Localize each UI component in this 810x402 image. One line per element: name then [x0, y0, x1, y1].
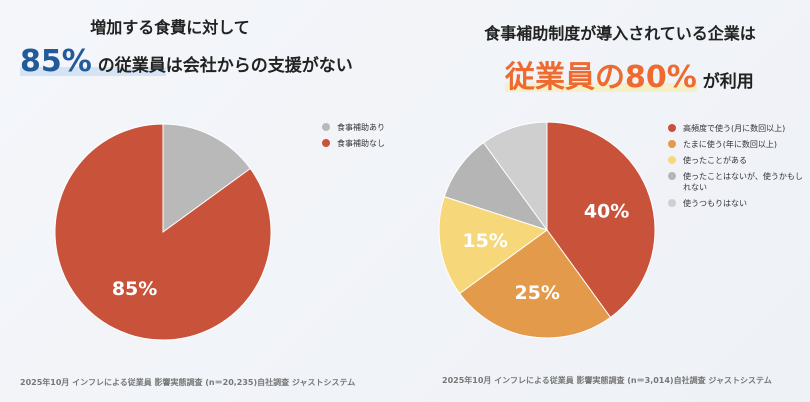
- pie-slice: [458, 229, 612, 339]
- legend-label: 食事補助あり: [337, 123, 385, 132]
- legend-swatch: [668, 172, 676, 180]
- legend-item: 使うつもりはない: [668, 198, 808, 209]
- legend-swatch: [668, 199, 676, 207]
- left-title: 増加する食費に対して: [90, 18, 250, 37]
- legend-item: たまに使う(年に数回以上): [668, 139, 808, 150]
- legend-swatch: [668, 156, 676, 164]
- legend-label: 高頻度で使う(月に数回以上): [683, 124, 786, 133]
- legend-label: 使うつもりはない: [683, 199, 747, 208]
- right-headline: 従業員の80% が利用: [505, 60, 754, 95]
- pie-slice: [482, 121, 548, 232]
- legend-item: 使ったことはないが、使うかもしれない: [668, 171, 808, 193]
- data-label: 15%: [462, 230, 507, 252]
- legend-label: 使ったことがある: [683, 156, 747, 165]
- pie-slice: [162, 123, 252, 233]
- legend-swatch: [322, 139, 330, 147]
- legend-swatch: [668, 140, 676, 148]
- left-source: 2025年10月 インフレによる従業員 影響実態調査 (n＝20,235)自社調…: [20, 378, 356, 387]
- legend-swatch: [322, 123, 330, 131]
- legend-item: 食事補助あり: [322, 122, 462, 133]
- pie-slice: [546, 121, 656, 319]
- legend-label: 使ったことはないが、使うかもしれない: [683, 172, 803, 192]
- left-headline: 85% の従業員は会社からの支援がない: [20, 44, 353, 79]
- legend-label: たまに使う(年に数回以上): [683, 140, 778, 149]
- right-title: 食事補助制度が導入されている企業は: [484, 24, 756, 43]
- left-legend: 食事補助あり 食事補助なし: [322, 122, 462, 154]
- right-legend: 高頻度で使う(月に数回以上) たまに使う(年に数回以上) 使ったことがある使ったこと…: [668, 123, 808, 214]
- legend-item: 食事補助なし: [322, 138, 462, 149]
- legend-item: 高頻度で使う(月に数回以上): [668, 123, 808, 134]
- pie-slice: [54, 123, 272, 341]
- data-label: 40%: [584, 201, 629, 223]
- legend-label: 食事補助なし: [337, 139, 385, 148]
- legend-swatch: [668, 124, 676, 132]
- legend-item: 使ったことがある: [668, 155, 808, 166]
- pie-slice: [438, 195, 549, 295]
- right-source: 2025年10月 インフレによる従業員 影響実態調査 (n＝3,014)自社調査…: [442, 376, 772, 385]
- data-label: 25%: [514, 282, 559, 304]
- data-label: 85%: [112, 278, 157, 300]
